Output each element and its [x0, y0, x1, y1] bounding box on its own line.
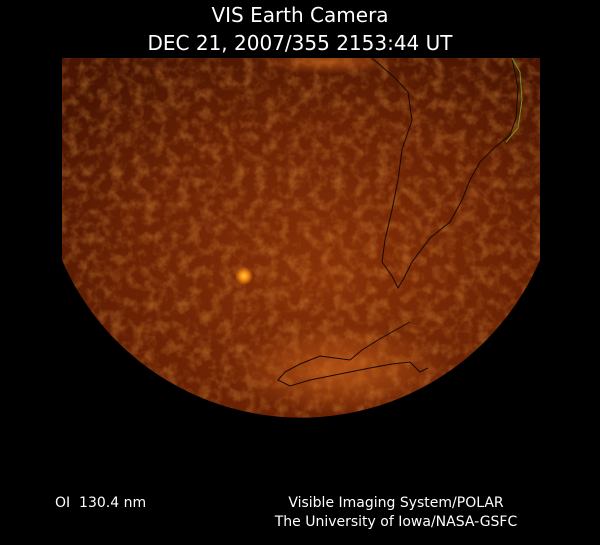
- title: VIS Earth Camera: [211, 3, 388, 27]
- coastline-green: [505, 58, 523, 143]
- coastline: [371, 58, 519, 290]
- instrument: Visible Imaging System/POLAR: [288, 495, 504, 511]
- antarctic-coast: [277, 321, 429, 387]
- earth-disk: [62, 58, 540, 418]
- wavelength: OI 130.4 nm: [55, 495, 146, 511]
- institution: The University of Iowa/NASA-GSFC: [274, 514, 518, 530]
- top-glow: [260, 58, 400, 74]
- bright-spot: [235, 267, 253, 285]
- timestamp: DEC 21, 2007/355 2153:44 UT: [148, 31, 454, 55]
- auroral-glow: [230, 325, 450, 415]
